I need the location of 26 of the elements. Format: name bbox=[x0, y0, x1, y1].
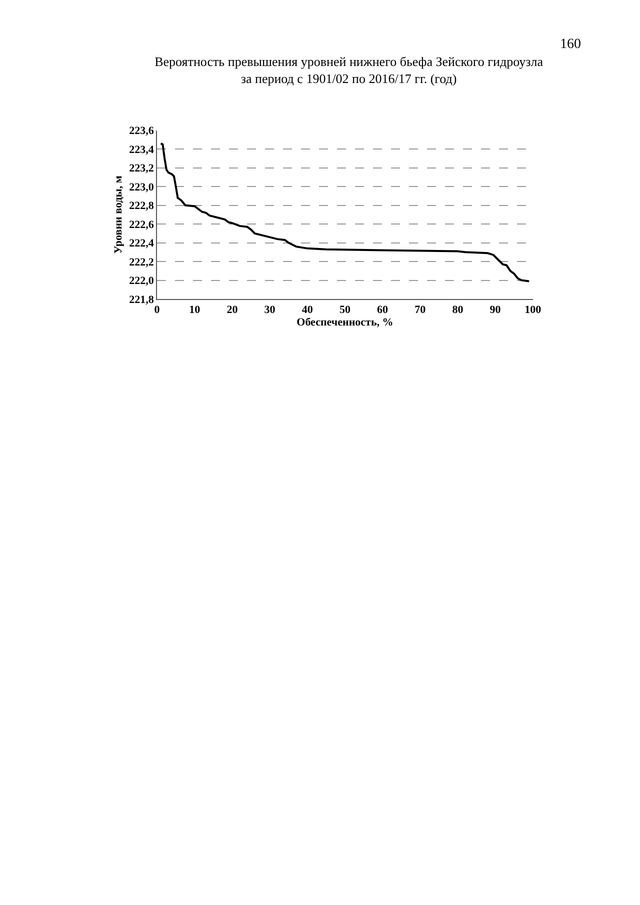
x-tick-label: 10 bbox=[189, 304, 201, 316]
y-axis-title: Уровни воды, м bbox=[112, 175, 125, 254]
text: 160 bbox=[560, 37, 581, 52]
x-tick-label: 30 bbox=[264, 304, 276, 316]
y-tick-label: 222,4 bbox=[129, 238, 154, 250]
line-series bbox=[160, 142, 530, 282]
y-tick-label: 222,6 bbox=[129, 218, 154, 231]
y-tick-label: 223,6 bbox=[129, 125, 154, 138]
y-tick-label: 223,0 bbox=[129, 181, 154, 194]
y-tick-label: 222,8 bbox=[129, 200, 154, 212]
x-tick-label: 40 bbox=[302, 304, 314, 316]
x-tick-label: 90 bbox=[490, 304, 502, 316]
x-tick-label: 60 bbox=[377, 304, 389, 316]
x-tick-label: 70 bbox=[414, 304, 426, 316]
x-tick-label: 80 bbox=[452, 304, 464, 316]
chart-title: Вероятность превышения уровней нижнего бьефа Зейского гидроузла за период с 1901/02 по 2016/17 гг. (год) bbox=[154, 54, 544, 86]
x-tick-label: 20 bbox=[226, 304, 238, 316]
y-tick-label: 223,4 bbox=[129, 144, 154, 156]
x-tick-label: 100 bbox=[524, 304, 542, 316]
y-tick-label: 221,8 bbox=[129, 294, 154, 306]
x-tick-label: 0 bbox=[154, 304, 160, 316]
x-axis-title: Обеспеченность, % bbox=[296, 316, 394, 328]
y-tick-label: 222,0 bbox=[129, 275, 154, 288]
y-tick-label: 223,2 bbox=[129, 162, 154, 175]
y-tick-label: 222,2 bbox=[129, 256, 154, 268]
x-tick-label: 50 bbox=[339, 304, 351, 316]
